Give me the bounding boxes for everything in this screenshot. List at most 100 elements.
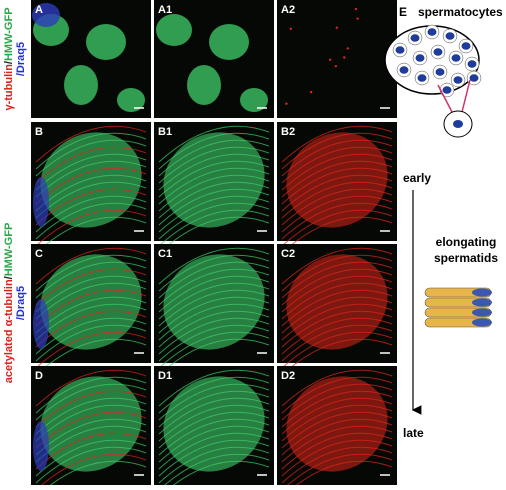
fiber bbox=[35, 453, 147, 490]
nucleus bbox=[453, 76, 463, 84]
fiber bbox=[158, 132, 270, 170]
panel-label: B2 bbox=[281, 126, 295, 138]
nucleus bbox=[467, 60, 477, 68]
fiber bbox=[281, 275, 393, 313]
fiber bbox=[35, 282, 147, 320]
cell-blob bbox=[240, 88, 268, 112]
fiber bbox=[281, 296, 393, 334]
fiber bbox=[281, 195, 393, 233]
fiber bbox=[281, 132, 393, 170]
fiber bbox=[35, 404, 147, 442]
cell-blob bbox=[187, 65, 221, 105]
fiber bbox=[281, 425, 393, 463]
fiber bbox=[281, 369, 393, 407]
fiber bbox=[35, 390, 147, 428]
panel-label: D bbox=[35, 370, 43, 382]
fiber bbox=[281, 383, 393, 421]
fiber bbox=[281, 139, 393, 177]
fiber bbox=[158, 289, 270, 327]
fiber bbox=[35, 153, 147, 191]
fiber bbox=[158, 261, 270, 299]
fiber bbox=[35, 188, 147, 226]
stage-label: late bbox=[403, 426, 424, 440]
fiber bbox=[158, 453, 270, 490]
fiber bbox=[35, 331, 147, 369]
panel-label: C2 bbox=[281, 248, 295, 260]
fiber bbox=[281, 216, 393, 254]
fiber bbox=[281, 317, 393, 355]
cell-blob bbox=[86, 24, 126, 60]
fiber bbox=[281, 439, 393, 477]
nucleus bbox=[442, 86, 452, 94]
fiber bbox=[35, 317, 147, 355]
fiber bbox=[158, 376, 270, 414]
panel-grid: A A1 A2 B B1 B2 C C1 C2 D D1 D2 bbox=[31, 0, 397, 490]
fiber bbox=[158, 195, 270, 233]
fiber bbox=[281, 125, 393, 163]
fiber bbox=[281, 418, 393, 456]
panel-background bbox=[277, 0, 397, 118]
fiber bbox=[35, 160, 147, 198]
fiber bbox=[158, 383, 270, 421]
fiber bbox=[281, 404, 393, 442]
spermatid-bundle bbox=[424, 287, 492, 328]
cells bbox=[392, 24, 482, 98]
panel-label: E bbox=[399, 5, 407, 19]
panel-label: D2 bbox=[281, 370, 295, 382]
panel-label: C bbox=[35, 248, 43, 260]
nucleus bbox=[415, 54, 425, 62]
fiber bbox=[158, 411, 270, 449]
stage-label: early bbox=[403, 171, 431, 185]
dot bbox=[346, 47, 349, 50]
fiber bbox=[158, 397, 270, 435]
fiber bbox=[35, 216, 147, 254]
fiber bbox=[35, 397, 147, 435]
fiber bbox=[158, 188, 270, 226]
nucleus bbox=[445, 32, 455, 40]
nucleus bbox=[427, 28, 437, 36]
fiber bbox=[158, 174, 270, 212]
fiber bbox=[35, 139, 147, 177]
dot bbox=[335, 26, 339, 29]
dot bbox=[285, 102, 288, 105]
fiber bbox=[281, 268, 393, 306]
fiber bbox=[35, 432, 147, 470]
fiber bbox=[35, 195, 147, 233]
dot bbox=[343, 56, 346, 59]
fiber bbox=[35, 310, 147, 348]
stage-label: elongating bbox=[436, 235, 497, 249]
fiber bbox=[158, 247, 270, 285]
fiber bbox=[158, 425, 270, 463]
fiber bbox=[158, 418, 270, 456]
nucleus bbox=[461, 42, 471, 50]
nucleus bbox=[399, 66, 409, 74]
cell-blob bbox=[117, 88, 145, 112]
fiber bbox=[158, 369, 270, 407]
fiber bbox=[158, 439, 270, 477]
fiber bbox=[35, 132, 147, 170]
fiber bbox=[158, 303, 270, 341]
fiber bbox=[35, 324, 147, 362]
fiber bbox=[158, 310, 270, 348]
nucleus bbox=[395, 46, 405, 54]
panel-label: A1 bbox=[158, 4, 172, 16]
fiber bbox=[35, 209, 147, 247]
fiber bbox=[281, 432, 393, 470]
nucleus bbox=[453, 120, 463, 128]
spermatid-head bbox=[472, 318, 492, 327]
fiber bbox=[35, 383, 147, 421]
fiber bbox=[281, 303, 393, 341]
fiber bbox=[158, 254, 270, 292]
spermatid-head bbox=[472, 308, 492, 317]
image-panel: A bbox=[31, 0, 151, 118]
fiber bbox=[281, 331, 393, 369]
fiber bbox=[35, 247, 147, 285]
fiber bbox=[158, 390, 270, 428]
fiber bbox=[158, 216, 270, 254]
fiber bbox=[281, 188, 393, 226]
fiber bbox=[281, 160, 393, 198]
row-label: γ-tubulin/HMW-GFP bbox=[3, 7, 15, 110]
connector bbox=[461, 79, 471, 113]
image-panel: C2 bbox=[277, 244, 397, 376]
